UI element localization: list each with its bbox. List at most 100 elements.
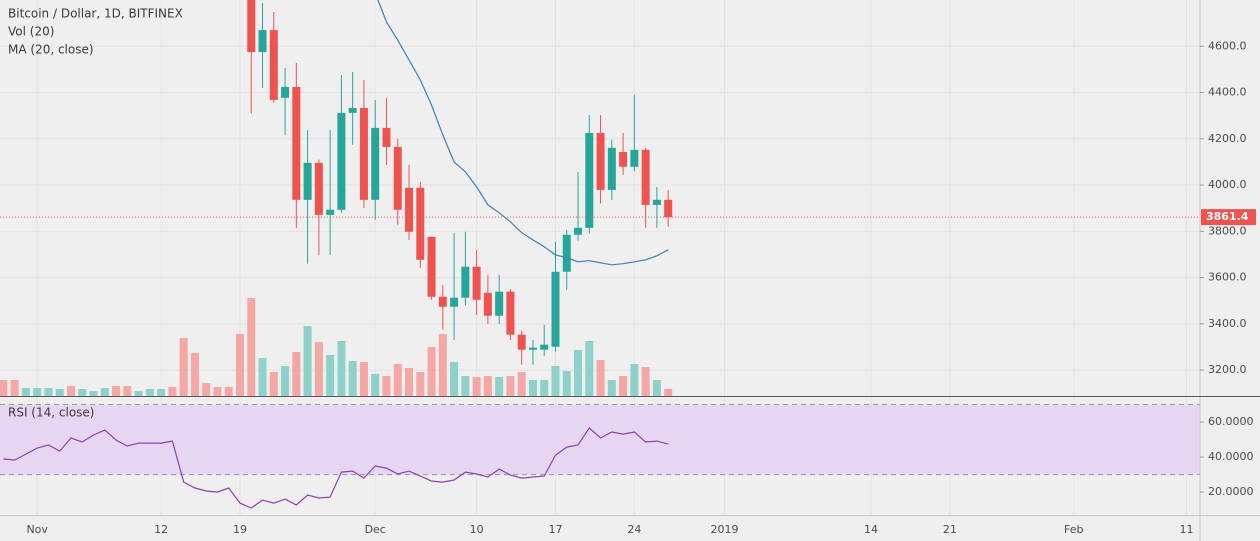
volume-bar [438, 334, 447, 396]
volume-bar [78, 389, 87, 396]
ma-line [377, 0, 669, 266]
candle-body [359, 108, 368, 200]
volume-bar [427, 347, 436, 396]
candle-body [269, 30, 278, 100]
volume-bar [134, 391, 143, 396]
candle-body [528, 347, 537, 350]
legend-entry: Vol (20) [8, 25, 54, 39]
volume-bar [21, 388, 30, 396]
candle-body [247, 0, 256, 53]
volume-bar [607, 380, 616, 396]
y-tick-label: 4600.0 [1208, 39, 1247, 52]
x-tick-label: 11 [1179, 523, 1193, 536]
candle-body [630, 149, 639, 167]
volume-bar [179, 338, 188, 396]
candle-body [292, 86, 301, 200]
candle-body [303, 162, 312, 200]
y-tick-label: 20.0000 [1208, 485, 1254, 498]
volume-bar [303, 326, 312, 396]
volume-bar [461, 376, 470, 396]
volume-bar [157, 389, 166, 396]
candle-body [551, 271, 560, 347]
volume-bar [562, 371, 571, 396]
x-tick-label: 2019 [711, 523, 739, 536]
volume-bar [585, 341, 594, 396]
volume-bar [112, 386, 121, 396]
candle-body [619, 151, 628, 167]
x-tick-label: 24 [627, 523, 641, 536]
candle-body [596, 133, 605, 190]
volume-bar [359, 362, 368, 396]
candle-body [540, 344, 549, 350]
volume-bar [371, 374, 380, 396]
volume-bar [258, 358, 267, 396]
candle-body [258, 30, 267, 53]
candle-body [337, 112, 346, 210]
volume-bar [190, 353, 199, 396]
candle-body [348, 108, 357, 113]
volume-bar [393, 364, 402, 396]
rsi-line [3, 427, 669, 509]
candle-body [585, 133, 594, 228]
volume-bar [495, 377, 504, 396]
volume-bar [89, 391, 98, 396]
candle-body [495, 291, 504, 316]
y-tick-label: 3600.0 [1208, 271, 1247, 284]
volume-bar [337, 341, 346, 396]
candle-body [314, 162, 323, 215]
y-tick-label: 3200.0 [1208, 363, 1247, 376]
volume-bar [213, 387, 222, 396]
price-pane [0, 0, 673, 396]
volume-bar [348, 361, 357, 396]
candle-body [607, 147, 616, 190]
x-tick-label: 14 [864, 523, 878, 536]
x-tick-label: 19 [233, 523, 247, 536]
candle-body [472, 266, 481, 300]
volume-bar [574, 350, 583, 396]
y-tick-label: 60.0000 [1208, 415, 1254, 428]
volume-bar [630, 364, 639, 396]
candle-body [483, 292, 492, 316]
candle-body [641, 149, 650, 205]
y-tick-label: 3400.0 [1208, 317, 1247, 330]
candle-body [427, 236, 436, 297]
y-tick-label: 3800.0 [1208, 224, 1247, 237]
candle-body [506, 291, 515, 335]
volume-bar [100, 388, 109, 396]
candle-body [371, 127, 380, 200]
volume-bar [540, 380, 549, 396]
volume-bar [224, 387, 233, 396]
x-tick-label: 10 [470, 523, 484, 536]
volume-bar [247, 298, 256, 396]
x-tick-label: 12 [154, 523, 168, 536]
x-tick-label: Nov [26, 523, 48, 536]
volume-bar [652, 380, 661, 396]
candle-body [664, 199, 673, 218]
y-tick-label: 4000.0 [1208, 178, 1247, 191]
x-tick-label: Dec [365, 523, 386, 536]
volume-bar [123, 386, 132, 396]
volume-bar [506, 376, 515, 396]
volume-bar [416, 372, 425, 396]
candle-body [405, 187, 414, 232]
x-tick-label: 17 [548, 523, 562, 536]
y-tick-label: 4400.0 [1208, 86, 1247, 99]
volume-bar [326, 355, 335, 396]
volume-bar [168, 387, 177, 396]
candle-body [574, 227, 583, 235]
x-tick-label: Feb [1064, 523, 1083, 536]
volume-bar [314, 342, 323, 396]
volume-bar [33, 388, 42, 396]
rsi-pane [0, 404, 1200, 509]
price-label: 3861.4 [1206, 210, 1249, 223]
volume-bar [292, 352, 301, 396]
volume-bar [10, 380, 19, 396]
volume-bar [66, 386, 75, 396]
rsi-band [0, 404, 1200, 475]
volume-bar [641, 367, 650, 396]
candle-body [652, 199, 661, 205]
volume-bar [619, 376, 628, 396]
candle-body [450, 297, 459, 307]
candle-body [461, 266, 470, 298]
